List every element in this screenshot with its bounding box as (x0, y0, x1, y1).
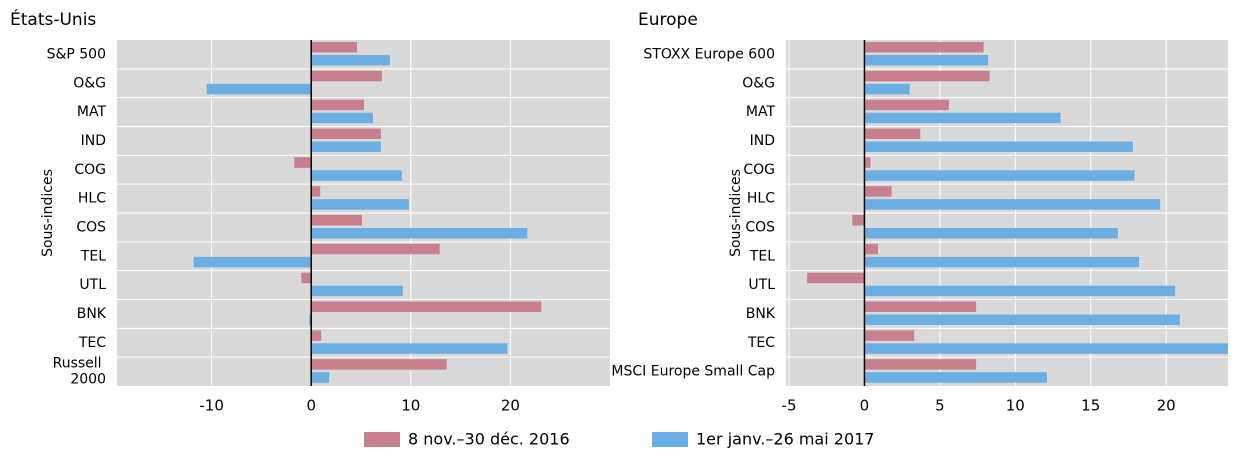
category-label: Russell 2000 (53, 356, 106, 388)
x-tick-label: -5 (782, 397, 797, 415)
bar (301, 272, 312, 284)
bar (864, 83, 910, 95)
category-label: COG (74, 162, 106, 178)
bar (864, 285, 1176, 297)
bar (864, 170, 1135, 181)
bar (864, 330, 915, 341)
category-label: STOXX Europe 600 (643, 46, 775, 62)
category-label: MAT (746, 104, 776, 120)
bar (807, 272, 865, 284)
bar (864, 199, 1161, 210)
chart-title: États-Unis (10, 8, 96, 30)
bar (311, 372, 330, 383)
bar (864, 99, 949, 111)
category-label: IND (81, 133, 106, 149)
x-tick-label: 5 (935, 397, 945, 415)
bar (864, 128, 921, 139)
bar (864, 314, 1180, 325)
bar (864, 243, 879, 255)
category-label: O&G (73, 75, 106, 91)
category-label-line: Russell (53, 356, 106, 372)
x-tick-label: 10 (1006, 397, 1025, 415)
legend-label: 8 nov.–30 déc. 2016 (408, 430, 570, 449)
category-label: MAT (77, 104, 107, 120)
category-label: UTL (79, 277, 106, 293)
bar (864, 157, 871, 168)
bar (311, 199, 409, 210)
bar (206, 83, 312, 95)
bar (311, 359, 447, 370)
category-label-line: 2000 (70, 372, 106, 388)
legend-swatch (364, 432, 400, 447)
x-tick-label: 15 (1081, 397, 1100, 415)
bar (864, 141, 1133, 152)
bar (311, 141, 381, 152)
category-label: HLC (78, 191, 106, 207)
bar (311, 301, 542, 312)
bar (311, 243, 440, 255)
category-label: TEC (747, 335, 775, 351)
category-label: IND (750, 133, 775, 149)
category-label: COG (743, 162, 775, 178)
bar (864, 70, 990, 82)
chart-title: Europe (638, 10, 698, 30)
bar (864, 372, 1047, 383)
bar (311, 228, 528, 239)
x-tick-label: 20 (1157, 397, 1176, 415)
x-tick-label: 0 (860, 397, 870, 415)
bar (311, 99, 364, 111)
bar (864, 55, 989, 66)
bar (193, 256, 312, 268)
bar (311, 215, 363, 226)
bar (864, 42, 984, 53)
category-label: TEL (749, 248, 775, 264)
category-label: BNK (77, 306, 107, 322)
bar (311, 128, 381, 139)
category-label: BNK (746, 306, 776, 322)
bar (311, 285, 403, 297)
bar (864, 301, 977, 312)
bar (294, 157, 312, 168)
legend-swatch (652, 432, 688, 447)
bar (311, 70, 382, 82)
category-label: O&G (742, 75, 775, 91)
x-tick-label: 10 (401, 397, 420, 415)
legend-label: 1er janv.–26 mai 2017 (696, 430, 874, 449)
category-label: COS (76, 219, 106, 235)
bar (864, 228, 1118, 239)
bar (311, 170, 402, 181)
category-label: COS (745, 219, 775, 235)
bar (864, 256, 1139, 268)
bar (311, 186, 321, 197)
bar (852, 215, 865, 226)
bar (864, 112, 1061, 124)
category-label: UTL (748, 277, 775, 293)
bar (311, 330, 322, 341)
y-axis-label: Sous-indices (728, 169, 744, 257)
bar (864, 343, 1228, 354)
category-label: HLC (747, 191, 775, 207)
bar (309, 314, 312, 325)
x-tick-label: -10 (199, 397, 224, 415)
category-label: MSCI Europe Small Cap (611, 364, 775, 380)
y-axis-label: Sous-indices (40, 169, 56, 257)
bar (864, 359, 977, 370)
x-tick-label: 0 (306, 397, 316, 415)
category-label: TEC (78, 335, 106, 351)
category-label: TEL (80, 248, 106, 264)
x-tick-label: 20 (501, 397, 520, 415)
bar (864, 186, 892, 197)
bar (311, 55, 390, 66)
category-label: S&P 500 (47, 46, 106, 62)
bar (311, 343, 508, 354)
bar (311, 42, 358, 53)
bar (311, 112, 373, 124)
